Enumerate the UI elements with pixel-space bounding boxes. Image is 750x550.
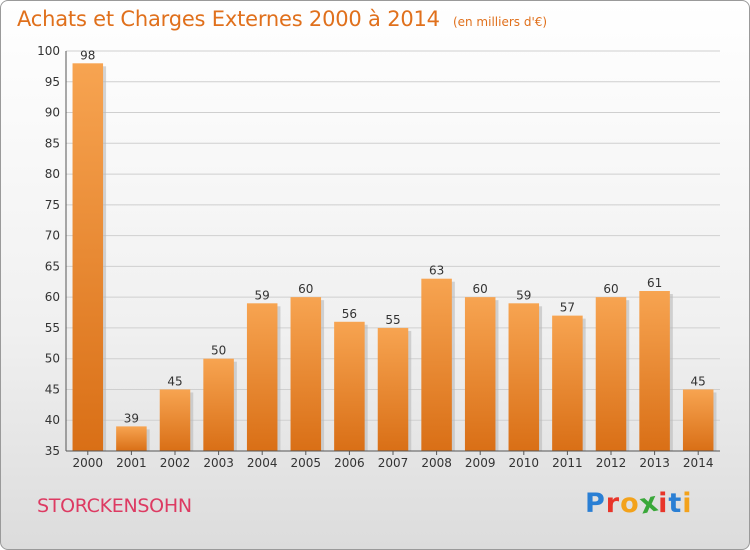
bar[interactable] bbox=[72, 63, 104, 452]
x-tick-label: 2007 bbox=[378, 456, 409, 470]
title-row: Achats et Charges Externes 2000 à 2014 (… bbox=[17, 7, 547, 31]
data-label: 59 bbox=[516, 288, 531, 302]
y-tick-label: 75 bbox=[45, 198, 60, 212]
data-label: 61 bbox=[647, 276, 662, 290]
x-tick-label: 2010 bbox=[509, 456, 540, 470]
logo-letter: i bbox=[682, 488, 693, 519]
data-label: 39 bbox=[124, 411, 139, 425]
bar[interactable] bbox=[377, 327, 409, 451]
data-label: 59 bbox=[255, 288, 270, 302]
y-tick-label: 85 bbox=[45, 136, 60, 150]
x-tick-label: 2001 bbox=[116, 456, 147, 470]
logo-letter: r bbox=[605, 488, 621, 519]
bar[interactable] bbox=[203, 358, 234, 451]
y-tick-label: 40 bbox=[45, 413, 60, 427]
data-label: 50 bbox=[211, 344, 226, 358]
logo-letter: t bbox=[668, 488, 683, 519]
y-tick-label: 90 bbox=[45, 106, 60, 120]
data-label: 63 bbox=[429, 264, 444, 278]
y-tick-label: 80 bbox=[45, 167, 60, 181]
bar[interactable] bbox=[682, 389, 714, 451]
bar[interactable] bbox=[159, 389, 191, 451]
chart-title: Achats et Charges Externes 2000 à 2014 bbox=[17, 7, 440, 31]
bar[interactable] bbox=[290, 297, 322, 451]
chart-subtitle: (en milliers d'€) bbox=[452, 15, 548, 29]
bar[interactable] bbox=[639, 291, 670, 451]
x-tick-label: 2012 bbox=[596, 456, 627, 470]
axes: 35 40 45 50 55 60 65 70 75 80 85 90 95 100 2000 2001 200… bbox=[37, 44, 720, 470]
data-label: 60 bbox=[298, 282, 313, 296]
x-tick-label: 2003 bbox=[203, 456, 234, 470]
data-label: 45 bbox=[691, 374, 706, 388]
x-tick-label: 2014 bbox=[683, 456, 714, 470]
logo-letter: o bbox=[620, 488, 640, 519]
bar[interactable] bbox=[552, 315, 583, 451]
logo-letter: P bbox=[585, 488, 606, 519]
x-tick-label: 2005 bbox=[291, 456, 322, 470]
proxiti-logo[interactable]: Proxiti bbox=[585, 486, 693, 520]
data-label: 57 bbox=[560, 301, 575, 315]
y-tick-label: 45 bbox=[45, 382, 60, 396]
y-tick-label: 50 bbox=[45, 352, 60, 366]
data-label: 60 bbox=[473, 282, 488, 296]
y-tick-label: 60 bbox=[45, 290, 60, 304]
bar[interactable] bbox=[246, 303, 278, 451]
x-tick-label: 2011 bbox=[552, 456, 583, 470]
data-label: 56 bbox=[342, 307, 357, 321]
bar[interactable] bbox=[595, 297, 627, 451]
x-tick-label: 2000 bbox=[73, 456, 104, 470]
x-tick-label: 2006 bbox=[334, 456, 365, 470]
bar[interactable] bbox=[508, 303, 540, 451]
y-tick-label: 35 bbox=[45, 444, 60, 458]
bar[interactable] bbox=[334, 321, 365, 451]
data-label: 55 bbox=[385, 313, 400, 327]
y-tick-label: 65 bbox=[45, 259, 60, 273]
data-label: 45 bbox=[167, 374, 182, 388]
y-tick-label: 55 bbox=[45, 321, 60, 335]
logo-letter: i bbox=[658, 488, 669, 519]
x-tick-label: 2008 bbox=[421, 456, 452, 470]
x-tick-label: 2004 bbox=[247, 456, 278, 470]
y-tick-label: 100 bbox=[37, 44, 60, 58]
bar[interactable] bbox=[116, 426, 147, 451]
x-tick-label: 2009 bbox=[465, 456, 496, 470]
y-tick-label: 95 bbox=[45, 75, 60, 89]
x-tick-label: 2013 bbox=[639, 456, 670, 470]
data-label: 98 bbox=[80, 48, 95, 62]
x-tick-label: 2002 bbox=[160, 456, 191, 470]
bar[interactable] bbox=[464, 297, 496, 451]
bar[interactable] bbox=[421, 278, 452, 451]
bars: 98 39 45 50 59 60 56 55 63 60 59 57 60 61 45 bbox=[72, 48, 717, 452]
y-tick-label: 70 bbox=[45, 229, 60, 243]
data-label: 60 bbox=[603, 282, 618, 296]
commune-name: STORCKENSOHN bbox=[37, 495, 192, 517]
